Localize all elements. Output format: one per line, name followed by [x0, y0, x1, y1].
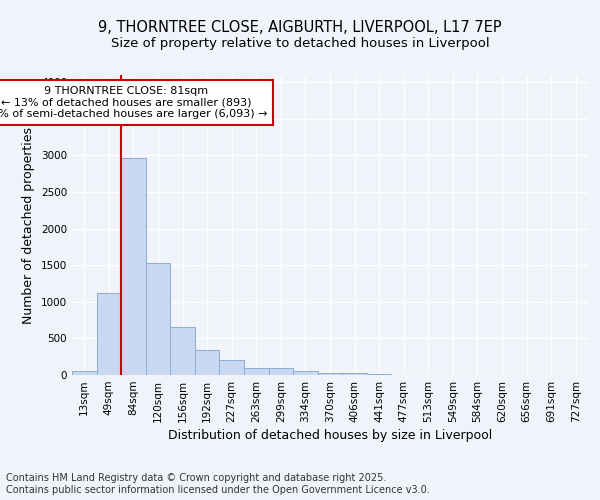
Bar — [244, 368, 269, 375]
Bar — [72, 371, 97, 375]
Text: Size of property relative to detached houses in Liverpool: Size of property relative to detached ho… — [110, 38, 490, 51]
Text: Contains HM Land Registry data © Crown copyright and database right 2025.
Contai: Contains HM Land Registry data © Crown c… — [6, 474, 430, 495]
Bar — [220, 360, 244, 375]
Text: 9 THORNTREE CLOSE: 81sqm
← 13% of detached houses are smaller (893)
87% of semi-: 9 THORNTREE CLOSE: 81sqm ← 13% of detach… — [0, 86, 268, 119]
Text: 9, THORNTREE CLOSE, AIGBURTH, LIVERPOOL, L17 7EP: 9, THORNTREE CLOSE, AIGBURTH, LIVERPOOL,… — [98, 20, 502, 35]
Bar — [170, 326, 195, 375]
Bar — [367, 374, 391, 375]
Bar — [293, 371, 318, 375]
Bar — [121, 158, 146, 375]
Bar — [342, 373, 367, 375]
X-axis label: Distribution of detached houses by size in Liverpool: Distribution of detached houses by size … — [168, 429, 492, 442]
Bar — [97, 293, 121, 375]
Bar — [318, 373, 342, 375]
Bar — [269, 368, 293, 375]
Y-axis label: Number of detached properties: Number of detached properties — [22, 126, 35, 324]
Bar — [146, 263, 170, 375]
Bar — [195, 350, 220, 375]
